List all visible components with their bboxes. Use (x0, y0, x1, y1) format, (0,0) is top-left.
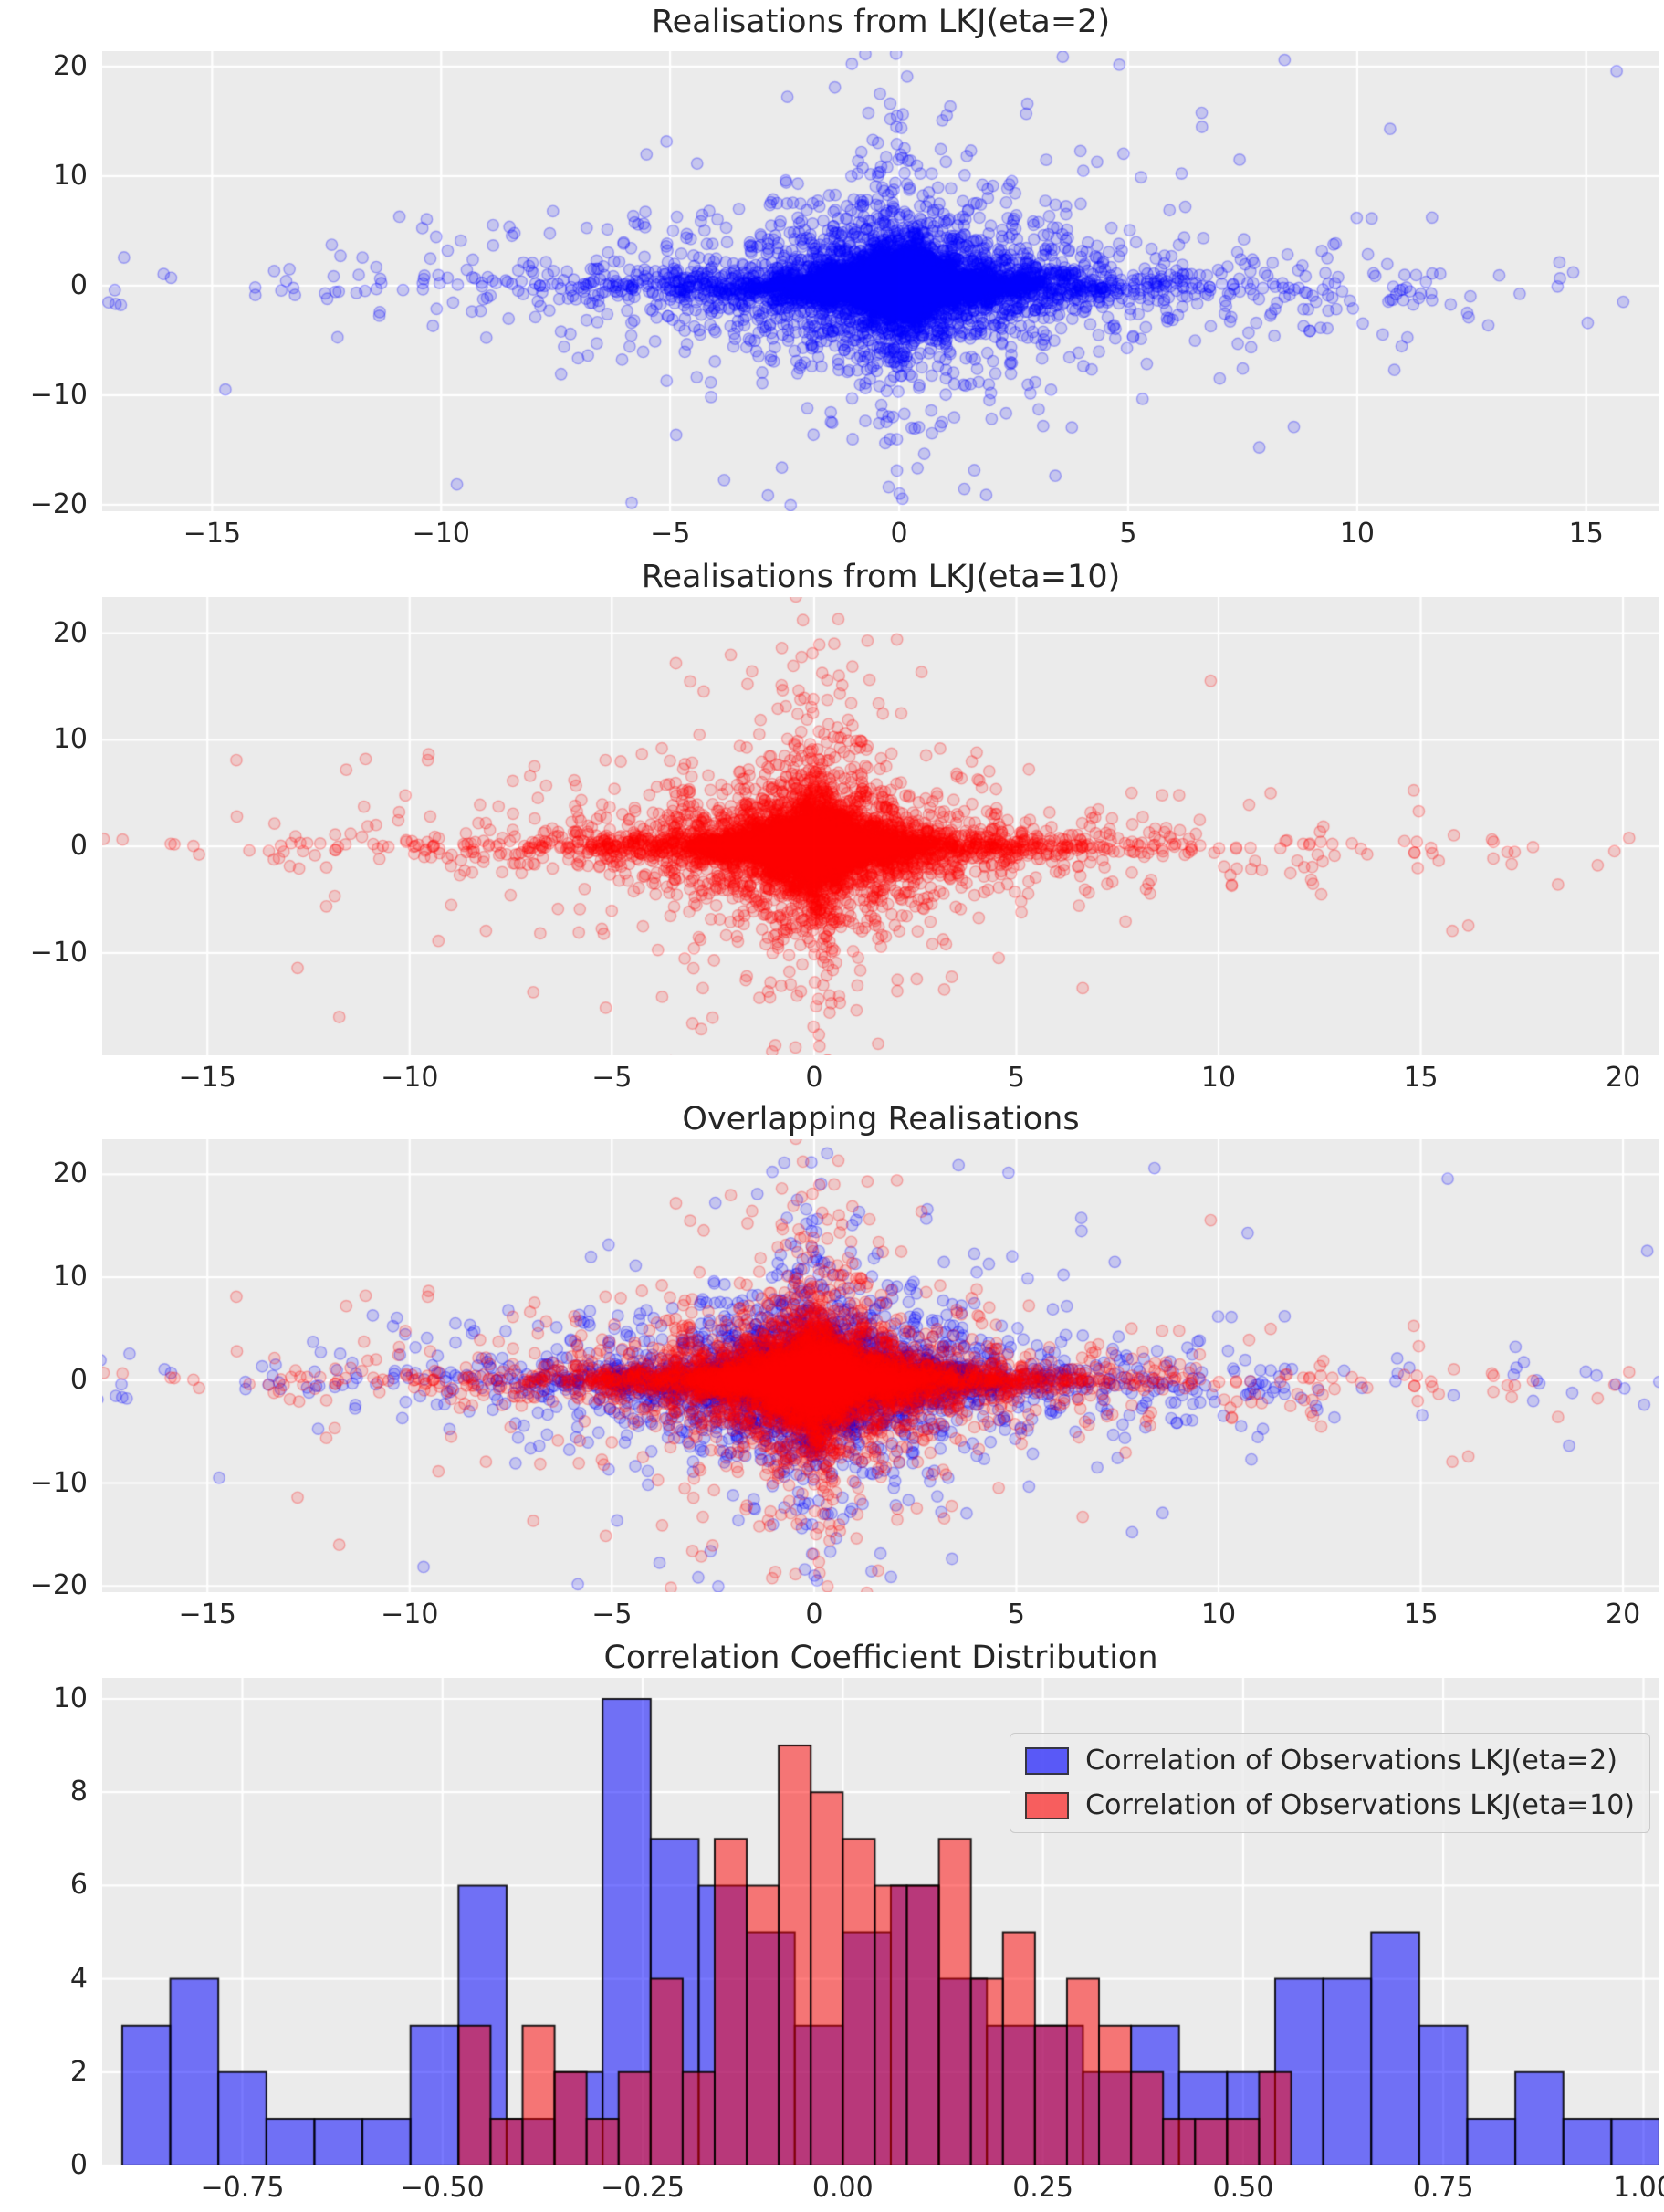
legend: Correlation of Observations LKJ(eta=2) C… (1010, 1733, 1650, 1833)
plot-area-eta10 (102, 597, 1659, 1055)
y-tick-label: 2 (69, 2055, 88, 2088)
y-tick-label: 8 (69, 1776, 88, 1808)
scatter-canvas-overlay (102, 1139, 1659, 1592)
scatter-canvas-eta2 (102, 51, 1659, 511)
x-tick-label: 0.25 (1012, 2172, 1074, 2204)
y-tick-label: 6 (69, 1869, 88, 1902)
scatter-canvas-eta10 (102, 597, 1659, 1055)
plot-title-overlay: Overlapping Realisations (682, 1101, 1080, 1137)
legend-label-eta10: Correlation of Observations LKJ(eta=10) (1085, 1789, 1635, 1821)
legend-patch-red (1025, 1791, 1070, 1819)
x-tick-label: 0.75 (1412, 2172, 1474, 2204)
y-tick-label: 0 (69, 2149, 88, 2181)
legend-item-eta2: Correlation of Observations LKJ(eta=2) (1025, 1745, 1635, 1777)
y-tick-label: 10 (52, 1682, 88, 1714)
plot-title-eta10: Realisations from LKJ(eta=10) (641, 559, 1121, 595)
plot-title-histogram: Correlation Coefficient Distribution (603, 1640, 1158, 1676)
plot-area-eta2 (102, 51, 1659, 511)
x-tick-label: −0.25 (601, 2172, 685, 2204)
legend-item-eta10: Correlation of Observations LKJ(eta=10) (1025, 1789, 1635, 1821)
x-tick-label: 1.00 (1613, 2172, 1664, 2204)
legend-patch-blue (1025, 1746, 1070, 1775)
x-tick-label: −0.50 (400, 2172, 485, 2204)
x-tick-label: 0.00 (811, 2172, 874, 2204)
plot-title-eta2: Realisations from LKJ(eta=2) (651, 4, 1111, 40)
x-tick-label: 0.50 (1212, 2172, 1274, 2204)
legend-label-eta2: Correlation of Observations LKJ(eta=2) (1085, 1745, 1617, 1777)
plot-area-histogram: Correlation of Observations LKJ(eta=2) C… (102, 1678, 1659, 2165)
y-tick-label: 4 (69, 1962, 88, 1995)
x-tick-label: −0.75 (200, 2172, 285, 2204)
plot-area-overlay (102, 1139, 1659, 1592)
